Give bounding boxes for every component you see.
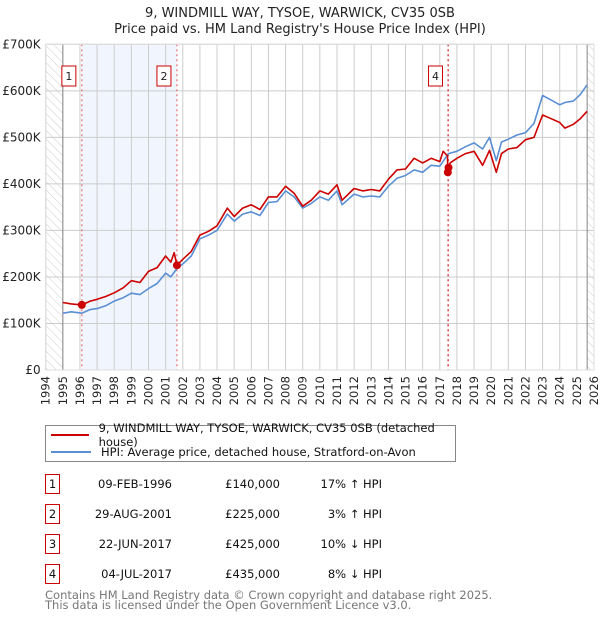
sale-hpi-diff: 3% ↑ HPI bbox=[327, 507, 382, 521]
x-tick-label: 2015 bbox=[399, 376, 413, 405]
sale-date: 29-AUG-2001 bbox=[94, 507, 172, 521]
x-tick-label: 2013 bbox=[364, 376, 378, 405]
ownership-shade bbox=[81, 44, 177, 371]
x-tick-label: 2022 bbox=[518, 376, 532, 405]
sale-price: £425,000 bbox=[225, 537, 280, 551]
x-tick-label: 2001 bbox=[159, 376, 173, 405]
hpi-series-line bbox=[62, 84, 588, 314]
sale-label-box bbox=[156, 65, 172, 87]
legend-swatch-red bbox=[51, 434, 89, 436]
chart-subtitle: Price paid vs. HM Land Registry's House … bbox=[114, 22, 486, 37]
sale-date: 04-JUL-2017 bbox=[101, 567, 172, 581]
x-tick-label: 2009 bbox=[296, 376, 310, 405]
footer-line: This data is licensed under the Open Gov… bbox=[45, 598, 412, 612]
sale-label-number: 2 bbox=[160, 70, 167, 83]
x-tick-label: 1995 bbox=[56, 376, 70, 405]
x-tick-label: 2018 bbox=[450, 376, 464, 405]
sale-number-badge: 1 bbox=[45, 474, 60, 494]
x-tick-label: 2023 bbox=[536, 376, 550, 405]
chart-title: 9, WINDMILL WAY, TYSOE, WARWICK, CV35 0S… bbox=[145, 6, 455, 21]
sale-label-number: 1 bbox=[65, 70, 72, 83]
sale-label-box bbox=[61, 65, 77, 87]
x-tick-label: 2024 bbox=[553, 376, 567, 405]
y-tick-label: £300K bbox=[2, 223, 42, 237]
x-tick-label: 2021 bbox=[501, 376, 515, 405]
table-row: 3 22-JUN-2017 £425,000 10% ↓ HPI bbox=[45, 534, 445, 554]
x-tick-label: 2007 bbox=[261, 376, 275, 405]
x-tick-label: 2019 bbox=[467, 376, 481, 405]
footer-line: Contains HM Land Registry data © Crown c… bbox=[45, 588, 493, 602]
sale-number-badge: 3 bbox=[45, 534, 60, 554]
legend-swatch-blue bbox=[51, 451, 91, 453]
legend-item-hpi: HPI: Average price, detached house, Stra… bbox=[51, 444, 416, 460]
y-tick-label: £400K bbox=[2, 177, 42, 191]
x-tick-label: 2002 bbox=[176, 376, 190, 405]
x-tick-label: 2017 bbox=[433, 376, 447, 405]
x-tick-label: 2004 bbox=[210, 376, 224, 405]
x-tick-label: 2006 bbox=[244, 376, 258, 405]
sale-date: 22-JUN-2017 bbox=[98, 537, 172, 551]
y-tick-label: £200K bbox=[2, 270, 42, 284]
sale-price: £435,000 bbox=[225, 567, 280, 581]
x-tick-label: 1999 bbox=[124, 376, 138, 405]
sale-price: £225,000 bbox=[225, 507, 280, 521]
sale-number-badge: 4 bbox=[45, 564, 60, 584]
y-tick-label: £600K bbox=[2, 84, 42, 98]
x-tick-label: 2010 bbox=[313, 376, 327, 405]
x-tick-label: 2026 bbox=[587, 376, 600, 405]
no-data-region-left bbox=[45, 44, 63, 371]
price-chart: 1994 1995 1996 1997 1998 1999 2000 2001 2002 2003… bbox=[2, 37, 600, 405]
y-tick-label: £100K bbox=[2, 316, 42, 330]
property-series-line bbox=[62, 110, 588, 306]
y-tick-label: £700K bbox=[2, 37, 42, 51]
sale-label-box bbox=[428, 65, 444, 87]
sale-point bbox=[77, 300, 86, 309]
no-data-region-right bbox=[587, 44, 594, 371]
x-tick-label: 2000 bbox=[142, 376, 156, 405]
sale-hpi-diff: 17% ↑ HPI bbox=[320, 477, 382, 491]
sale-date: 09-FEB-1996 bbox=[98, 477, 172, 491]
sale-hpi-diff: 10% ↓ HPI bbox=[320, 537, 382, 551]
x-tick-label: 1996 bbox=[73, 376, 87, 405]
table-row: 4 04-JUL-2017 £435,000 8% ↓ HPI bbox=[45, 564, 445, 584]
plot-border bbox=[45, 43, 595, 371]
sale-point bbox=[444, 163, 453, 172]
sale-number-badge: 2 bbox=[45, 504, 60, 524]
x-tick-label: 2016 bbox=[416, 376, 430, 405]
x-tick-label: 2005 bbox=[227, 376, 241, 405]
x-tick-label: 1998 bbox=[107, 376, 121, 405]
legend: 9, WINDMILL WAY, TYSOE, WARWICK, CV35 0S… bbox=[45, 421, 456, 462]
sale-point bbox=[172, 261, 181, 270]
y-tick-label: £0 bbox=[25, 363, 40, 377]
sale-hpi-diff: 8% ↓ HPI bbox=[327, 567, 382, 581]
legend-item-property: 9, WINDMILL WAY, TYSOE, WARWICK, CV35 0S… bbox=[51, 421, 455, 449]
sale-label-number: 4 bbox=[432, 70, 439, 83]
x-tick-label: 2011 bbox=[330, 376, 344, 405]
x-tick-label: 2025 bbox=[570, 376, 584, 405]
x-tick-label: 2014 bbox=[381, 376, 395, 405]
legend-label: HPI: Average price, detached house, Stra… bbox=[101, 445, 416, 459]
footer-attribution: Contains HM Land Registry data © Crown c… bbox=[45, 588, 493, 612]
sale-price: £140,000 bbox=[225, 477, 280, 491]
x-tick-label: 2020 bbox=[484, 376, 498, 405]
y-tick-label: £500K bbox=[2, 130, 42, 144]
x-tick-label: 1994 bbox=[39, 376, 53, 405]
x-tick-label: 2012 bbox=[347, 376, 361, 405]
table-row: 2 29-AUG-2001 £225,000 3% ↑ HPI bbox=[45, 504, 445, 524]
x-tick-label: 1997 bbox=[90, 376, 104, 405]
legend-label: 9, WINDMILL WAY, TYSOE, WARWICK, CV35 0S… bbox=[98, 421, 435, 449]
x-tick-label: 2008 bbox=[279, 376, 293, 405]
table-row: 1 09-FEB-1996 £140,000 17% ↑ HPI bbox=[45, 474, 445, 494]
x-tick-label: 2003 bbox=[193, 376, 207, 405]
